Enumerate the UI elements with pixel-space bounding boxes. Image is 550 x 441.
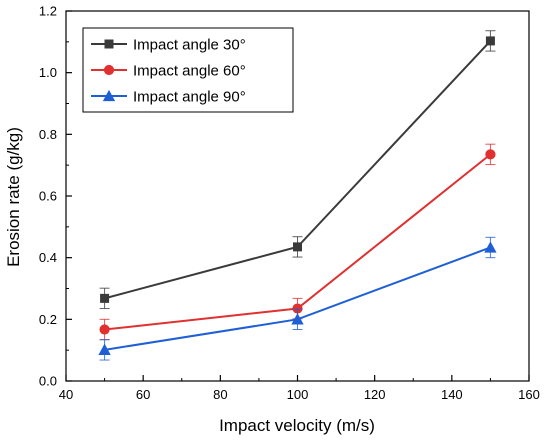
- data-point-1: [100, 293, 110, 303]
- data-point-2: [99, 324, 110, 335]
- y-tick-label: 1.2: [39, 4, 57, 19]
- y-axis-title: Erosion rate (g/kg): [4, 127, 23, 267]
- y-tick-label: 0.4: [39, 250, 57, 265]
- x-tick-label: 100: [287, 387, 309, 402]
- data-point-3: [484, 241, 497, 253]
- y-tick-label: 1.0: [39, 65, 57, 80]
- legend-marker-2: [103, 64, 115, 76]
- data-point-2: [292, 303, 303, 314]
- x-tick-label: 120: [364, 387, 386, 402]
- data-point-1: [485, 36, 495, 46]
- x-tick-label: 160: [518, 387, 540, 402]
- data-point-3: [98, 343, 111, 356]
- y-tick-label: 0.6: [39, 189, 57, 204]
- y-tick-label: 0.0: [39, 374, 57, 389]
- y-tick-label: 0.8: [39, 127, 57, 142]
- data-point-1: [293, 242, 302, 252]
- x-axis-title: Impact velocity (m/s): [219, 416, 375, 435]
- x-tick-label: 60: [136, 387, 150, 402]
- legend-label-2: Impact angle 60°: [133, 63, 246, 80]
- data-point-3: [291, 313, 304, 325]
- legend-marker-3: [102, 89, 116, 102]
- legend-label-1: Impact angle 30°: [133, 37, 246, 54]
- legend-label-3: Impact angle 90°: [133, 89, 246, 106]
- x-tick-label: 40: [59, 387, 73, 402]
- y-tick-label: 0.2: [39, 312, 57, 327]
- legend-marker-1: [104, 39, 114, 49]
- data-point-2: [485, 149, 496, 160]
- x-tick-label: 80: [213, 387, 227, 402]
- x-tick-label: 140: [441, 387, 463, 402]
